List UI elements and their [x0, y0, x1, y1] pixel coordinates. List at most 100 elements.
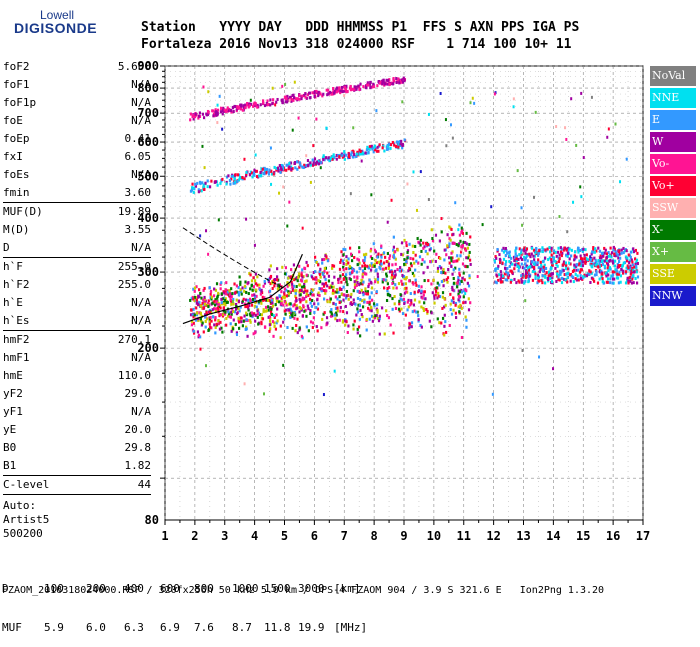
echo-point [259, 103, 262, 107]
echo-point [413, 298, 417, 302]
param-row-b1: B1 1.82 [3, 457, 151, 475]
echo-point [209, 325, 212, 329]
echo-point [436, 266, 440, 270]
echo-point [319, 267, 322, 271]
echo-point [515, 246, 518, 250]
echo-point [454, 266, 457, 270]
echo-point [275, 275, 279, 279]
echo-point [612, 281, 615, 285]
noise-point [297, 116, 300, 120]
echo-point [566, 251, 570, 255]
echo-point [534, 263, 537, 267]
echo-point [534, 272, 537, 276]
echo-point [289, 302, 292, 306]
echo-point [548, 256, 551, 260]
echo-point [503, 266, 507, 270]
echo-point [534, 251, 537, 255]
noise-point [301, 226, 304, 230]
echo-point [571, 269, 575, 273]
echo-point [451, 288, 454, 292]
echo-point [191, 186, 194, 190]
echo-point [576, 263, 579, 267]
echo-point [524, 279, 527, 283]
echo-point [463, 278, 466, 282]
echo-point [221, 177, 224, 181]
echo-point [556, 270, 559, 274]
echo-point [559, 246, 562, 250]
echo-point [508, 264, 511, 268]
echo-point [245, 325, 248, 329]
noise-point [218, 94, 221, 98]
echo-point [550, 276, 553, 280]
echo-point [339, 258, 343, 262]
echo-point [358, 283, 361, 287]
echo-point [368, 147, 371, 151]
echo-point [206, 302, 210, 306]
echo-point [372, 263, 375, 267]
noise-point [249, 98, 252, 102]
echo-point [252, 102, 255, 106]
echo-point [528, 274, 531, 278]
echo-point [398, 299, 401, 303]
echo-point [263, 172, 266, 176]
echo-point [581, 264, 585, 268]
echo-point [573, 263, 576, 267]
echo-point [368, 300, 371, 304]
echo-point [234, 173, 237, 177]
footer-value: 1000 [232, 582, 259, 595]
param-name: C-level [3, 478, 50, 491]
echo-point [618, 260, 621, 264]
echo-point [200, 296, 203, 300]
param-value: 29.8 [124, 441, 152, 454]
echo-point [451, 256, 454, 260]
echo-point [399, 269, 403, 273]
noise-point [564, 126, 567, 130]
echo-point [494, 280, 497, 284]
echo-point [301, 275, 304, 279]
echo-point [267, 315, 270, 319]
echo-point [265, 309, 268, 313]
noise-point [524, 299, 527, 303]
echo-point [241, 299, 244, 303]
echo-point [541, 246, 544, 250]
echo-point [328, 286, 331, 290]
echo-point [593, 273, 597, 277]
echo-point [310, 304, 314, 308]
noise-point [221, 127, 224, 131]
footer-value: 6.3 [124, 621, 144, 634]
echo-point [451, 285, 454, 289]
echo-point [507, 276, 510, 280]
echo-point [595, 249, 598, 253]
echo-point [262, 166, 266, 170]
echo-point [608, 259, 611, 263]
echo-point [443, 305, 446, 309]
noise-point [516, 169, 519, 173]
echo-point [609, 254, 612, 258]
echo-point [339, 274, 342, 278]
echo-point [323, 289, 326, 293]
echo-point [348, 276, 351, 280]
echo-point [391, 307, 394, 311]
echo-point [242, 106, 245, 110]
echo-point [582, 275, 585, 279]
echo-point [606, 266, 609, 270]
echo-point [361, 273, 364, 277]
echo-point [623, 249, 627, 253]
echo-point [253, 331, 257, 335]
echo-point [599, 254, 602, 258]
echo-point [361, 269, 365, 273]
noise-point [580, 195, 583, 199]
echo-point [302, 284, 306, 288]
noise-point [322, 393, 325, 397]
echo-point [526, 266, 529, 270]
echo-point [225, 281, 228, 285]
echo-point [237, 318, 240, 322]
echo-point [424, 249, 427, 253]
echo-point [550, 258, 553, 262]
echo-point [467, 297, 470, 301]
echo-point [433, 294, 436, 298]
noise-point [444, 118, 447, 122]
echo-point [518, 253, 521, 257]
echo-point [260, 313, 264, 317]
echo-point [377, 260, 381, 264]
